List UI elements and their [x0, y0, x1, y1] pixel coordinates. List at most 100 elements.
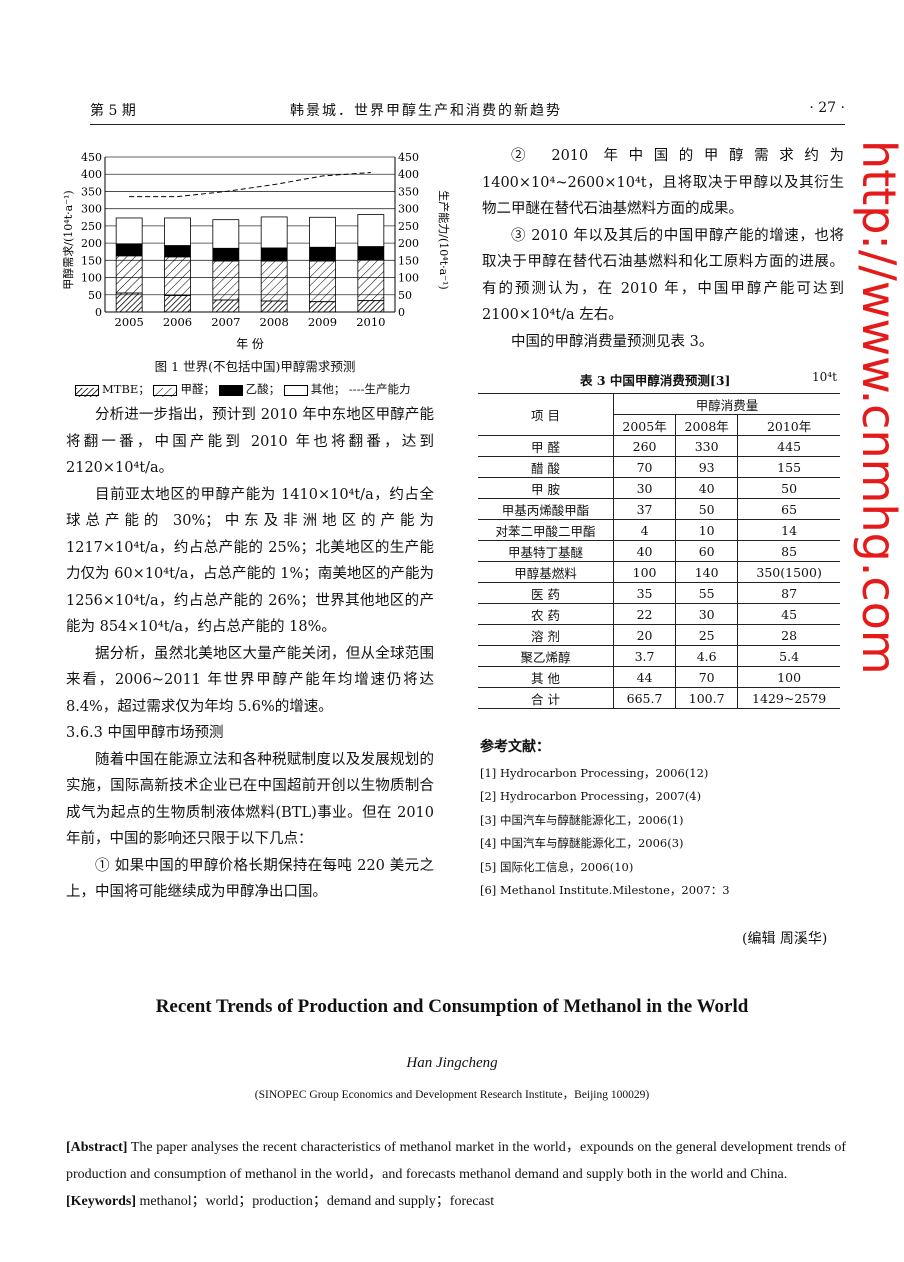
paragraph: 目前亚太地区的甲醇产能为 1410×10⁴t/a，约占全球总产能的 30%；中东… [66, 486, 434, 636]
bar-mtbe [309, 301, 336, 313]
x-axis-label: 年 份 [236, 337, 264, 351]
reference-item: [2] Hydrocarbon Processing，2007(4) [480, 789, 702, 803]
y-tick-label: 150 [81, 254, 102, 267]
cell-value: 30 [675, 603, 739, 625]
cell-value: 10 [675, 519, 739, 541]
editor-note: (编辑 周溪华) [742, 931, 828, 947]
y2-tick-label: 450 [398, 151, 419, 164]
legend-other: 其他； [310, 382, 346, 396]
table-row: 醋 酸 70 93 155 [478, 456, 840, 478]
cell-value: 25 [675, 624, 739, 646]
row-label: 农 药 [478, 603, 614, 625]
row-label: 聚乙烯醇 [478, 645, 614, 667]
bar-acetic-acid [357, 246, 385, 261]
cell-value: 140 [675, 561, 739, 583]
bar-other [357, 214, 385, 247]
y2-tick-label: 50 [398, 289, 412, 302]
paragraph: ③ 2010 年以及其后的中国甲醇产能的增速，也将取决于甲醇在替代石油基燃料和化… [482, 227, 844, 324]
table-row: 甲 醛 260 330 445 [478, 435, 840, 457]
paragraph: 分析进一步指出，预计到 2010 年中东地区甲醇产能将翻一番，中国产能到 201… [66, 407, 434, 476]
bar-mtbe [115, 292, 143, 313]
row-label: 溶 剂 [478, 624, 614, 646]
cell-value: 35 [613, 582, 677, 604]
cell-value: 50 [737, 477, 840, 499]
col-year: 2008年 [675, 414, 739, 436]
cell-value: 70 [613, 456, 677, 478]
table-row: 溶 剂 20 25 28 [478, 624, 840, 646]
cell-value: 260 [613, 435, 677, 457]
cell-value: 40 [613, 540, 677, 562]
row-label: 对苯二甲酸二甲酯 [478, 519, 614, 541]
bar-acetic-acid [309, 246, 336, 262]
bar-mtbe [260, 300, 288, 313]
bar-acetic-acid [260, 247, 288, 262]
table-row: 甲 胺 30 40 50 [478, 477, 840, 499]
cell-value: 37 [613, 498, 677, 520]
table-unit: 10⁴t [812, 370, 837, 384]
bar-other [164, 217, 191, 246]
bar-acetic-acid [212, 247, 240, 262]
y2-tick-label: 350 [398, 185, 419, 198]
y-tick-label: 200 [81, 237, 102, 250]
cell-value: 20 [613, 624, 677, 646]
cell-value: 28 [737, 624, 840, 646]
capacity-line [129, 172, 371, 198]
section-heading: 3.6.3 中国甲醇市场预测 [66, 725, 224, 741]
abstract-text: The paper analyses the recent characteri… [66, 1140, 846, 1182]
x-tick-label: 2008 [260, 315, 289, 329]
table-row: 合 计 665.7 100.7 1429~2579 [478, 687, 840, 709]
y-tick-label: 100 [81, 272, 102, 285]
bar-acetic-acid [164, 245, 191, 258]
page-number: · 27 · [809, 100, 845, 116]
figure-caption: 图 1 世界(不包括中国)甲醇需求预测 [154, 359, 356, 374]
cell-value: 50 [675, 498, 739, 520]
cell-value: 100 [613, 561, 677, 583]
abstract-label: [Abstract] [66, 1140, 128, 1155]
cell-value: 40 [675, 477, 739, 499]
y2-tick-label: 400 [398, 168, 419, 181]
bar-mtbe [212, 299, 240, 313]
bar-acetic-acid [115, 243, 143, 257]
table-row: 医 药 35 55 87 [478, 582, 840, 604]
reference-item: [3] 中国汽车与醇醚能源化工，2006(1) [480, 812, 684, 827]
consumption-table: 项 目甲醇消费量 2005年 2008年 2010年 甲 醛 260 330 445 醋 酸… [478, 393, 840, 709]
y2-tick-label: 0 [398, 306, 405, 319]
y2-tick-label: 250 [398, 220, 419, 233]
y-tick-label: 300 [81, 203, 102, 216]
y-tick-label: 50 [88, 289, 102, 302]
y-tick-label: 0 [95, 306, 102, 319]
row-label: 医 药 [478, 582, 614, 604]
col-year: 2005年 [613, 414, 677, 436]
cell-value: 65 [737, 498, 840, 520]
row-label: 甲 醛 [478, 435, 614, 457]
cell-value: 445 [737, 435, 840, 457]
bar-other [115, 217, 143, 245]
bar-formaldehyde [212, 260, 240, 301]
legend-swatch-other [283, 384, 308, 396]
cell-value: 60 [675, 540, 739, 562]
row-label: 甲 胺 [478, 477, 614, 499]
legend-swatch-formaldehyde [153, 384, 178, 397]
y2-tick-label: 150 [398, 254, 419, 267]
cell-value: 665.7 [613, 687, 677, 709]
legend-mtbe: MTBE； [102, 382, 150, 396]
row-label: 甲醇基燃料 [478, 561, 614, 583]
table-title: 表 3 中国甲醇消费预测[3] [580, 373, 731, 388]
running-title: 韩景城．世界甲醇生产和消费的新趋势 [290, 103, 562, 119]
cell-value: 45 [737, 603, 840, 625]
references-title: 参考文献： [480, 739, 550, 755]
cell-value: 30 [613, 477, 677, 499]
y-tick-label: 250 [81, 220, 102, 233]
legend-swatch-mtbe [75, 384, 99, 397]
reference-item: [1] Hydrocarbon Processing，2006(12) [480, 765, 709, 780]
y2-axis-label: 生产能力/(10⁴t·a⁻¹) [437, 190, 450, 289]
running-header: 第 5 期 韩景城．世界甲醇生产和消费的新趋势 · 27 · [90, 98, 845, 125]
english-abstract: [Abstract] The paper analyses the recent… [66, 1134, 846, 1188]
english-title: Recent Trends of Production and Consumpt… [155, 996, 749, 1017]
paragraph: 据分析，虽然北美地区大量产能关闭，但从全球范围来看，2006~2011 年世界甲… [66, 645, 434, 715]
x-tick-label: 2010 [356, 315, 385, 329]
x-tick-label: 2005 [115, 315, 144, 329]
y2-tick-label: 200 [398, 237, 419, 250]
y2-tick-label: 100 [398, 272, 419, 285]
